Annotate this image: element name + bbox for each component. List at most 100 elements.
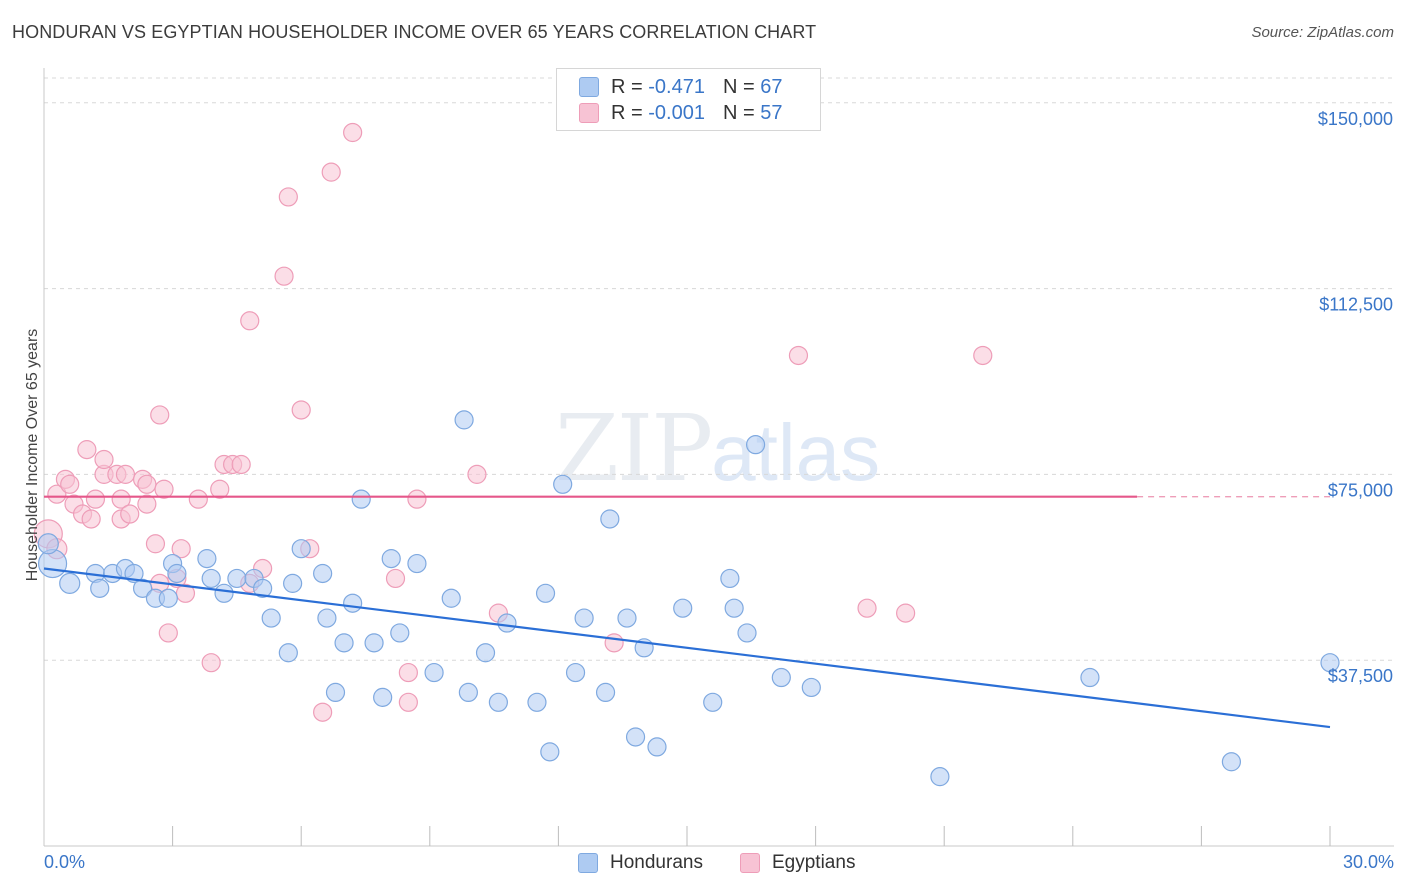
hondurans-trend-line bbox=[43, 567, 1331, 729]
hondurans-point bbox=[673, 598, 693, 618]
hondurans-point bbox=[59, 572, 81, 594]
egyptians-point bbox=[291, 400, 311, 420]
hondurans-point bbox=[724, 598, 744, 618]
hondurans-point bbox=[325, 682, 346, 703]
hondurans-point bbox=[703, 692, 723, 712]
egyptians-point bbox=[274, 266, 294, 286]
legend-n-value-2: 57 bbox=[760, 101, 783, 124]
hondurans-point bbox=[334, 633, 354, 653]
hondurans-point bbox=[253, 578, 273, 598]
hondurans-point bbox=[158, 588, 178, 608]
egyptians-point bbox=[788, 345, 809, 366]
hondurans-point bbox=[424, 662, 444, 683]
egyptians-point bbox=[398, 692, 418, 712]
hondurans-point bbox=[132, 578, 153, 598]
y-tick-label: $75,000 bbox=[1328, 480, 1393, 500]
hondurans-point bbox=[313, 563, 333, 584]
egyptians-point bbox=[201, 653, 221, 673]
egyptians-point bbox=[467, 464, 487, 484]
hondurans-point bbox=[90, 578, 110, 598]
bottom-egyptians-label: Egyptians bbox=[772, 852, 856, 873]
egyptians-point bbox=[604, 633, 624, 653]
egyptians-point bbox=[407, 489, 427, 509]
hondurans-point bbox=[37, 548, 68, 579]
hondurans-point bbox=[625, 727, 646, 747]
hondurans-point bbox=[278, 643, 298, 663]
egyptians-point bbox=[343, 122, 363, 143]
egyptians-point bbox=[973, 345, 993, 366]
y-tick-label: $37,500 bbox=[1328, 666, 1393, 686]
egyptians-point bbox=[94, 449, 114, 470]
egyptians-point bbox=[154, 479, 174, 499]
hondurans-point bbox=[1320, 653, 1340, 673]
egyptians-point bbox=[385, 568, 406, 589]
hondurans-point bbox=[930, 767, 950, 787]
hondurans-point bbox=[600, 509, 620, 529]
egyptians-point bbox=[47, 484, 67, 504]
egyptians-point bbox=[398, 662, 418, 683]
legend-n-value-1: 67 bbox=[760, 75, 783, 98]
egyptians-point bbox=[77, 440, 97, 460]
egyptians-point bbox=[896, 603, 916, 623]
egyptians-point bbox=[313, 702, 333, 722]
hondurans-point bbox=[737, 623, 757, 643]
hondurans-point bbox=[1080, 667, 1100, 688]
hondurans-point bbox=[488, 692, 508, 712]
y-tick-label: $112,500 bbox=[1319, 295, 1393, 315]
hondurans-point bbox=[475, 643, 496, 663]
hondurans-point bbox=[214, 583, 234, 603]
bottom-legend-egyptians: Egyptians bbox=[740, 852, 855, 874]
hondurans-point bbox=[197, 549, 217, 569]
hondurans-point bbox=[407, 553, 427, 574]
legend-row-hondurans: R = -0.471 N = 67 bbox=[579, 75, 782, 99]
hondurans-point bbox=[351, 489, 371, 509]
bottom-egyptians-swatch bbox=[740, 853, 760, 873]
tick-labels: $37,500 $75,000 $112,500 $150,000 0.0% 30.0% bbox=[44, 109, 1394, 872]
watermark: ZIPatlas bbox=[555, 395, 880, 502]
hondurans-point bbox=[201, 568, 221, 589]
hondurans-point bbox=[441, 588, 461, 608]
egyptians-swatch bbox=[579, 103, 599, 123]
egyptians-point bbox=[111, 489, 131, 509]
hondurans-point bbox=[617, 608, 637, 628]
hondurans-point bbox=[574, 608, 594, 628]
hondurans-point bbox=[373, 687, 393, 707]
legend-n-label-2: N = bbox=[722, 101, 755, 124]
egyptians-point bbox=[85, 489, 106, 509]
hondurans-point bbox=[745, 435, 766, 455]
egyptians-point bbox=[60, 474, 80, 494]
hondurans-swatch bbox=[579, 77, 599, 97]
egyptians-point bbox=[321, 162, 341, 182]
egyptians-point bbox=[240, 311, 260, 331]
hondurans-point bbox=[458, 682, 478, 703]
source-label: Source: ZipAtlas.com bbox=[1251, 24, 1394, 41]
hondurans-point bbox=[227, 568, 247, 589]
legend-n-label-1: N = bbox=[722, 75, 755, 98]
egyptians-point bbox=[150, 405, 170, 425]
hondurans-point bbox=[37, 533, 59, 555]
hondurans-point bbox=[647, 737, 667, 757]
egyptians-point bbox=[188, 489, 208, 509]
watermark-atlas: atlas bbox=[711, 408, 881, 497]
egyptians-point bbox=[158, 623, 178, 643]
hondurans-point bbox=[527, 692, 547, 712]
hondurans-point bbox=[801, 677, 821, 698]
egyptians-point bbox=[137, 494, 157, 514]
axes bbox=[43, 68, 1394, 847]
x-tick-label-min: 0.0% bbox=[44, 852, 85, 872]
hondurans-point bbox=[381, 549, 401, 569]
legend-row-egyptians: R = -0.001 N = 57 bbox=[579, 101, 782, 125]
hondurans-point bbox=[291, 539, 311, 559]
legend-r-value-1: -0.471 bbox=[648, 75, 705, 98]
egyptians-points bbox=[33, 122, 993, 722]
egyptians-point bbox=[145, 534, 166, 554]
hondurans-point bbox=[540, 742, 560, 762]
hondurans-point bbox=[364, 633, 384, 653]
egyptians-point bbox=[857, 598, 877, 618]
egyptians-point bbox=[81, 509, 101, 529]
hondurans-point bbox=[454, 410, 474, 430]
hondurans-points bbox=[37, 410, 1340, 787]
hondurans-point bbox=[317, 608, 337, 628]
egyptians-point bbox=[231, 454, 251, 475]
